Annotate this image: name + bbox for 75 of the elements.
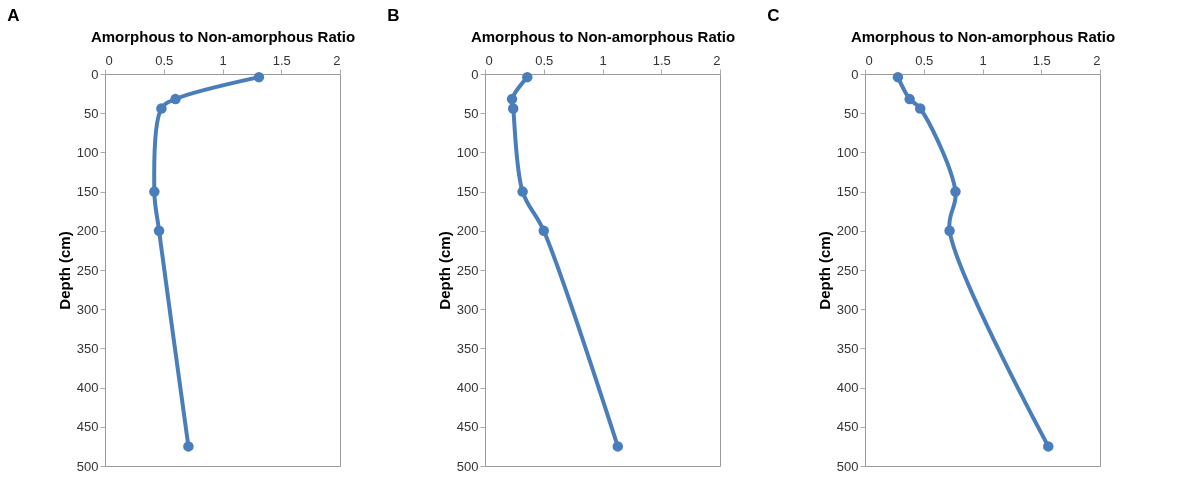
y-tick-label: 400 bbox=[456, 380, 479, 396]
y-tick-label: 150 bbox=[456, 184, 479, 200]
y-tick-label: 50 bbox=[464, 105, 479, 121]
x-tick-label: 1 bbox=[979, 52, 987, 68]
point bbox=[538, 225, 549, 237]
y-tick-label: 300 bbox=[836, 301, 859, 317]
y-tick-label: 200 bbox=[456, 223, 479, 239]
x-tick-label: 1 bbox=[219, 52, 227, 68]
x-tick-label: 1.5 bbox=[1032, 52, 1051, 68]
point bbox=[153, 225, 165, 237]
y-tick-label: 0 bbox=[91, 66, 99, 82]
y-tick-label: 50 bbox=[84, 105, 99, 121]
y-tick-label: 450 bbox=[456, 419, 479, 435]
chart-title: A bbox=[7, 6, 20, 25]
x-tick-label: 0.5 bbox=[915, 52, 934, 68]
point bbox=[507, 103, 519, 114]
chart-title: B bbox=[387, 6, 400, 25]
point bbox=[892, 71, 904, 83]
point bbox=[1043, 441, 1054, 452]
point bbox=[253, 71, 265, 83]
x-tick-label: 1 bbox=[599, 52, 607, 68]
x-tick-label: 2 bbox=[333, 52, 341, 68]
x-axis-title: Amorphous to Non-amorphous Ratio bbox=[850, 27, 1116, 45]
point bbox=[183, 441, 194, 452]
x-tick-label: 0 bbox=[485, 52, 493, 68]
x-axis-title: Amorphous to Non-amorphous Ratio bbox=[90, 27, 356, 45]
y-tick-label: 400 bbox=[76, 380, 99, 396]
y-tick-label: 250 bbox=[836, 262, 859, 278]
chart-title: C bbox=[767, 6, 780, 25]
point bbox=[612, 441, 624, 452]
point bbox=[149, 186, 160, 197]
y-axis-title: Depth (cm) bbox=[55, 231, 73, 310]
y-tick-label: 200 bbox=[836, 223, 859, 239]
y-tick-label: 500 bbox=[76, 458, 99, 474]
y-tick-label: 100 bbox=[76, 144, 99, 160]
y-tick-label: 100 bbox=[836, 144, 859, 160]
x-tick-label: 1.5 bbox=[272, 52, 291, 68]
x-tick-label: 2 bbox=[713, 52, 721, 68]
x-tick-label: 0 bbox=[865, 52, 873, 68]
x-axis-title: Amorphous to Non-amorphous Ratio bbox=[470, 27, 736, 45]
point bbox=[904, 93, 915, 105]
y-tick-label: 450 bbox=[76, 419, 99, 435]
y-axis-title: Depth (cm) bbox=[435, 231, 453, 310]
x-tick-label: 0 bbox=[105, 52, 113, 68]
y-tick-label: 0 bbox=[471, 66, 479, 82]
y-tick-label: 200 bbox=[76, 223, 99, 239]
y-tick-label: 250 bbox=[456, 262, 479, 278]
x-tick-label: 1.5 bbox=[652, 52, 671, 68]
y-tick-label: 250 bbox=[76, 262, 99, 278]
point bbox=[522, 71, 533, 83]
y-tick-label: 400 bbox=[836, 380, 859, 396]
point bbox=[944, 225, 955, 237]
y-tick-label: 0 bbox=[851, 66, 859, 82]
y-tick-label: 100 bbox=[456, 144, 479, 160]
point bbox=[506, 93, 518, 105]
point bbox=[950, 186, 961, 197]
point bbox=[517, 186, 528, 197]
x-tick-label: 2 bbox=[1093, 52, 1101, 68]
y-axis-title: Depth (cm) bbox=[815, 231, 833, 310]
x-tick-label: 0.5 bbox=[155, 52, 174, 68]
x-tick-label: 0.5 bbox=[535, 52, 554, 68]
point bbox=[170, 93, 181, 105]
y-tick-label: 450 bbox=[836, 419, 859, 435]
y-tick-label: 350 bbox=[836, 340, 859, 356]
y-tick-label: 500 bbox=[836, 458, 859, 474]
y-tick-label: 350 bbox=[456, 340, 479, 356]
y-tick-label: 150 bbox=[836, 184, 859, 200]
point bbox=[156, 103, 167, 114]
y-tick-label: 300 bbox=[456, 301, 479, 317]
y-tick-label: 300 bbox=[76, 301, 99, 317]
y-tick-label: 350 bbox=[76, 340, 99, 356]
y-tick-label: 150 bbox=[76, 184, 99, 200]
point bbox=[914, 103, 926, 114]
y-tick-label: 50 bbox=[844, 105, 859, 121]
y-tick-label: 500 bbox=[456, 458, 479, 474]
